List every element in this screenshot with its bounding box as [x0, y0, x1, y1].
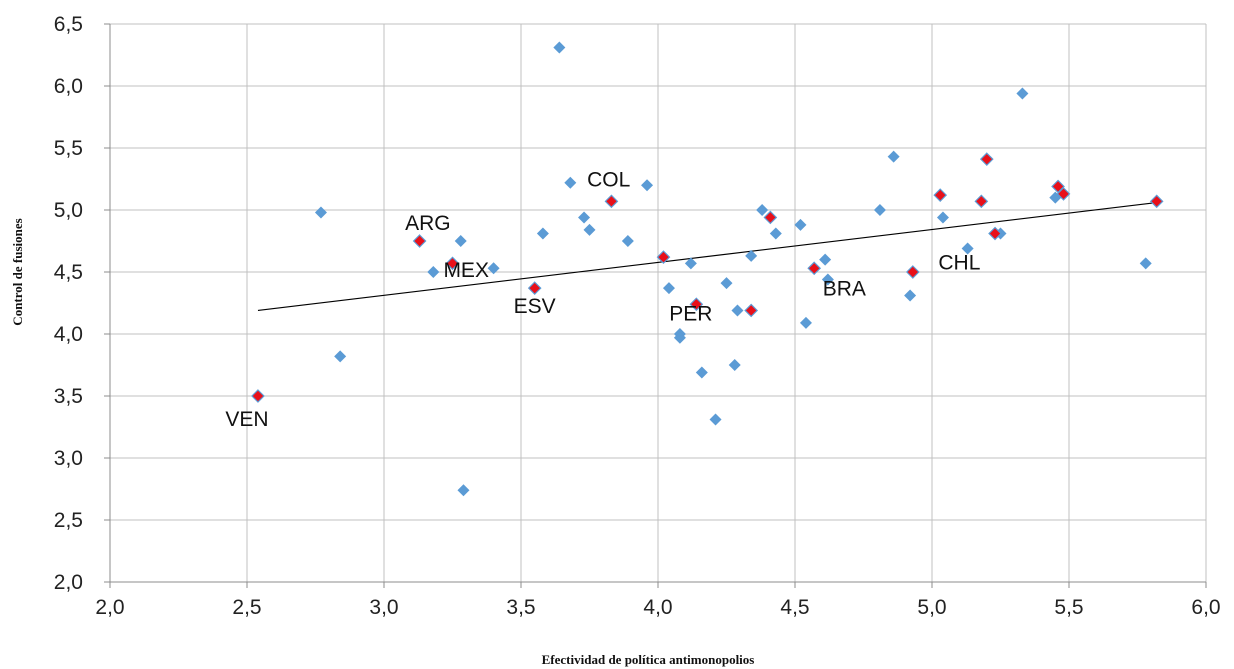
y-tick-label: 5,0	[54, 199, 83, 222]
highlighted-data-point	[445, 256, 460, 271]
data-point	[728, 359, 741, 371]
x-tick-label: 4,0	[643, 596, 672, 619]
data-point	[487, 262, 500, 275]
x-tick-label: 6,0	[1191, 596, 1220, 619]
highlighted-data-point	[988, 226, 1002, 241]
country-label: ARG	[405, 212, 451, 235]
country-label: MEX	[443, 259, 489, 282]
data-point	[673, 331, 686, 344]
data-point	[641, 179, 654, 192]
data-point	[553, 41, 566, 54]
highlighted-data-point	[1051, 179, 1065, 194]
country-label: CHL	[938, 252, 980, 275]
x-tick-label: 3,5	[506, 596, 535, 619]
y-tick-label: 2,0	[54, 571, 83, 594]
y-tick-label: 3,0	[54, 447, 83, 470]
y-tick-labels: 2,0 2,5 3,0 3,5 4,0 4,5 5,0 5,5 6,0 6,5	[54, 13, 83, 594]
data-point	[936, 211, 949, 224]
data-point	[334, 350, 347, 363]
data-point	[873, 204, 886, 216]
highlighted-data-point	[251, 389, 265, 403]
highlighted-data-point	[527, 281, 542, 295]
highlighted-data-point	[979, 152, 994, 167]
highlighted-data-point	[744, 303, 759, 318]
y-tick-label: 6,0	[54, 75, 83, 98]
highlighted-data-point	[905, 265, 920, 279]
x-tick-label: 2,0	[95, 596, 124, 619]
trendline-layer	[257, 201, 1157, 312]
x-axis-title: Efectividad de política antimonopolios	[542, 652, 755, 667]
highlighted-data-point	[689, 297, 704, 312]
highlighted-data-point	[807, 261, 822, 276]
country-label: PER	[669, 302, 712, 325]
data-point	[621, 235, 634, 247]
data-point	[457, 484, 470, 497]
country-label: VEN	[225, 408, 268, 431]
highlighted-data-point	[1149, 194, 1164, 209]
y-tick-label: 6,5	[54, 13, 83, 36]
data-point	[904, 289, 917, 302]
data-point	[427, 266, 440, 278]
data-point	[961, 242, 974, 255]
country-label: ESV	[514, 295, 556, 318]
data-point	[745, 249, 758, 262]
data-point	[756, 204, 769, 216]
data-point	[799, 316, 812, 329]
data-point	[536, 227, 549, 240]
x-tick-labels: 2,0 2,5 3,0 3,5 4,0 4,5 5,0 5,5 6,0	[95, 596, 1220, 619]
highlighted-data-point	[763, 210, 778, 225]
x-tick-label: 5,0	[917, 596, 946, 619]
y-tick-label: 5,5	[54, 137, 83, 160]
data-point	[1139, 257, 1152, 270]
country-label: BRA	[823, 278, 866, 301]
data-points	[251, 41, 1164, 497]
highlighted-data-point	[604, 194, 619, 209]
data-point	[794, 218, 807, 231]
highlighted-data-point	[974, 194, 989, 209]
data-point	[887, 150, 900, 163]
axes	[104, 23, 1207, 588]
data-point	[314, 206, 327, 219]
data-point	[731, 304, 744, 317]
highlighted-data-point	[412, 234, 427, 248]
highlighted-data-point	[656, 250, 671, 264]
data-point	[684, 257, 697, 270]
data-point	[583, 223, 596, 236]
y-tick-label: 3,5	[54, 385, 83, 408]
data-point	[564, 176, 577, 189]
trendline	[257, 201, 1157, 312]
y-tick-label: 2,5	[54, 509, 83, 532]
data-point	[821, 273, 834, 286]
data-point	[720, 277, 733, 290]
highlighted-data-point	[1056, 187, 1071, 201]
y-axis-title: Control de fusiones	[10, 218, 25, 325]
data-point	[578, 211, 591, 224]
country-label: COL	[587, 168, 630, 191]
x-tick-label: 2,5	[232, 596, 261, 619]
data-point	[662, 282, 675, 295]
gridlines	[110, 23, 1207, 582]
x-tick-label: 4,5	[780, 596, 809, 619]
data-point	[709, 413, 722, 426]
data-point	[769, 227, 782, 240]
x-tick-label: 5,5	[1054, 596, 1083, 619]
data-point	[454, 235, 467, 247]
x-tick-label: 3,0	[369, 596, 398, 619]
data-point	[819, 253, 832, 266]
country-annotations: COL ARG MEX ESV PER BRA CHL VEN	[225, 168, 980, 430]
y-tick-label: 4,0	[54, 323, 83, 346]
highlighted-data-point	[933, 188, 948, 202]
y-tick-label: 4,5	[54, 261, 83, 284]
data-point	[1016, 87, 1029, 100]
data-point	[695, 366, 708, 379]
